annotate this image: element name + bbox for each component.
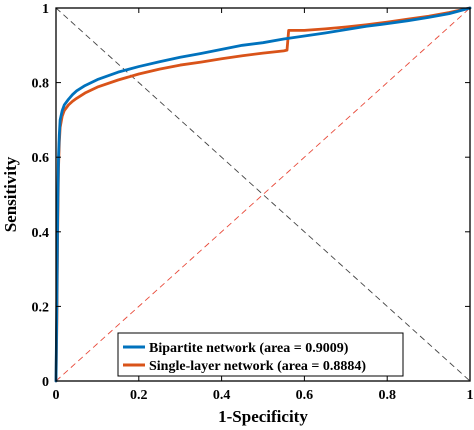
y-axis-ticks: 0 0.2 0.4 0.6 0.8 1 (32, 2, 470, 390)
reference-line-0 (55, 7, 471, 382)
x-tick-label: 0.6 (296, 388, 314, 403)
x-tick-label: 0.4 (213, 388, 231, 403)
x-axis-ticks: 0 0.2 0.4 0.6 0.8 1 (53, 8, 474, 403)
x-tick-label: 0.8 (378, 388, 396, 403)
legend-entry-bipartite: Bipartite network (area = 0.9009) (149, 341, 349, 356)
legend-entry-single-layer: Single-layer network (area = 0.8884) (149, 359, 366, 374)
y-tick-label: 0.4 (32, 226, 50, 241)
x-tick-label: 0.2 (130, 388, 148, 403)
y-tick-label: 0 (42, 375, 49, 390)
x-axis-label: 1-Specificity (218, 407, 308, 426)
axes-box (55, 7, 471, 382)
series-lines (54, 6, 472, 383)
y-tick-label: 0.6 (32, 151, 50, 166)
y-tick-label: 0.2 (32, 300, 50, 315)
y-tick-label: 1 (42, 2, 49, 17)
legend: Bipartite network (area = 0.9009) Single… (117, 332, 404, 377)
series-line-bipartite (54, 6, 472, 383)
x-tick-label: 0 (53, 388, 60, 403)
y-axis-label: Sensitivity (1, 156, 20, 232)
legend-box (117, 332, 404, 377)
x-tick-label: 1 (467, 388, 474, 403)
y-tick-label: 0.8 (32, 77, 50, 92)
